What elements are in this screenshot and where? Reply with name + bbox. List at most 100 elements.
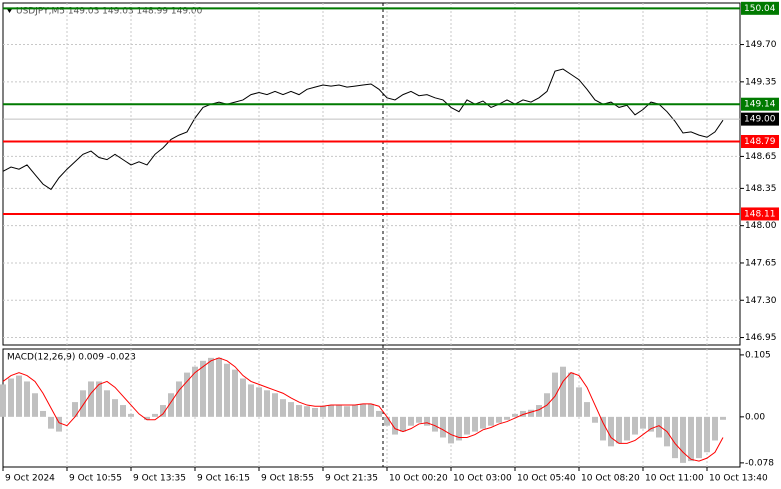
y-tick-label: 148.35 xyxy=(745,184,777,194)
histogram-bar xyxy=(328,405,334,417)
histogram-bar xyxy=(488,416,494,426)
histogram-bar xyxy=(560,366,566,417)
y-tick-label: -0.078 xyxy=(745,458,774,468)
x-tick-label: 9 Oct 16:15 xyxy=(197,474,250,484)
histogram-bar xyxy=(56,416,62,432)
histogram-bar xyxy=(120,405,126,417)
x-tick-label: 9 Oct 18:55 xyxy=(261,474,314,484)
histogram-bar xyxy=(712,416,718,441)
level-label: 148.11 xyxy=(744,209,776,219)
y-tick-label: 148.65 xyxy=(745,152,777,162)
y-tick-label: 147.65 xyxy=(745,258,777,268)
histogram-bar xyxy=(552,372,558,417)
level-label-box xyxy=(741,135,779,149)
histogram-bar xyxy=(376,410,382,417)
histogram-bar xyxy=(16,375,22,417)
histogram-bar xyxy=(616,416,622,444)
y-tick-label: 148.00 xyxy=(745,221,777,231)
histogram-bar xyxy=(48,416,54,429)
histogram-bar xyxy=(8,378,14,417)
histogram-bar xyxy=(96,381,102,417)
x-tick-label: 9 Oct 21:35 xyxy=(325,474,378,484)
y-tick-label: 146.95 xyxy=(745,333,777,343)
histogram-bar xyxy=(176,381,182,417)
histogram-bar xyxy=(208,357,214,417)
histogram-bar xyxy=(496,416,502,423)
histogram-bar xyxy=(152,413,158,417)
histogram-bar xyxy=(568,372,574,417)
histogram-bar xyxy=(288,402,294,417)
histogram-bar xyxy=(312,408,318,417)
x-tick-label: 10 Oct 08:20 xyxy=(581,474,640,484)
level-label-box xyxy=(741,207,779,221)
histogram-bar xyxy=(240,378,246,417)
level-label: 148.79 xyxy=(744,137,776,147)
x-tick-label: 9 Oct 13:35 xyxy=(133,474,186,484)
histogram-bar xyxy=(0,384,6,417)
histogram-bar xyxy=(104,390,110,417)
histogram-bar xyxy=(416,416,422,423)
histogram-bar xyxy=(392,416,398,435)
histogram-bar xyxy=(520,410,526,417)
histogram-bar xyxy=(168,393,174,417)
price-panel xyxy=(2,2,741,346)
histogram-bar xyxy=(536,405,542,417)
price-header: USDJPY,M5 149.03 149.03 148.99 149.00 xyxy=(16,7,203,17)
histogram-bar xyxy=(192,366,198,417)
histogram-bar xyxy=(224,363,230,417)
histogram-bar xyxy=(40,410,46,417)
histogram-bar xyxy=(144,416,150,420)
x-tick-label: 9 Oct 10:55 xyxy=(69,474,122,484)
x-tick-label: 10 Oct 00:20 xyxy=(389,474,448,484)
histogram-bar xyxy=(688,416,694,462)
x-tick-label: 10 Oct 13:40 xyxy=(709,474,768,484)
histogram-bar xyxy=(264,390,270,417)
histogram-bar xyxy=(272,393,278,417)
symbol-icon xyxy=(7,9,12,13)
histogram-bar xyxy=(200,360,206,417)
histogram-bar xyxy=(456,416,462,441)
histogram-bar xyxy=(280,399,286,417)
histogram-bar xyxy=(576,387,582,417)
level-label: 150.04 xyxy=(744,4,776,14)
histogram-bar xyxy=(472,416,478,432)
histogram-bar xyxy=(720,416,726,420)
signal-line xyxy=(2,357,724,462)
histogram-bar xyxy=(304,406,310,417)
histogram-bar xyxy=(440,416,446,438)
histogram-bar xyxy=(648,416,654,432)
histogram-bar xyxy=(656,416,662,438)
level-label: 149.14 xyxy=(744,100,776,110)
y-tick-label: 0.00 xyxy=(745,412,765,422)
histogram-bar xyxy=(632,416,638,435)
histogram-bar xyxy=(360,403,366,417)
histogram-bar xyxy=(88,381,94,417)
histogram-bar xyxy=(464,416,470,435)
histogram-bar xyxy=(128,413,134,417)
histogram-bar xyxy=(352,405,358,417)
histogram-bar xyxy=(256,387,262,417)
histogram-bar xyxy=(24,381,30,417)
histogram-bar xyxy=(216,357,222,417)
histogram-bar xyxy=(80,390,86,417)
x-tick-label: 10 Oct 03:00 xyxy=(453,474,512,484)
histogram-bar xyxy=(480,416,486,429)
histogram-bar xyxy=(600,416,606,441)
histogram-bar xyxy=(528,409,534,417)
histogram-bar xyxy=(448,416,454,444)
histogram-bar xyxy=(384,416,390,426)
histogram-bar xyxy=(72,402,78,417)
histogram-bar xyxy=(248,384,254,417)
level-label-box xyxy=(741,97,779,111)
histogram-bar xyxy=(336,405,342,417)
histogram-bar xyxy=(680,416,686,463)
histogram-bar xyxy=(512,413,518,417)
histogram-bar xyxy=(592,416,598,423)
histogram-bar xyxy=(624,416,630,441)
x-tick-label: 9 Oct 2024 xyxy=(5,474,55,484)
y-tick-label: 0.105 xyxy=(745,350,771,360)
y-tick-label: 147.30 xyxy=(745,296,777,306)
histogram-bar xyxy=(640,416,646,429)
histogram-bar xyxy=(504,416,510,420)
